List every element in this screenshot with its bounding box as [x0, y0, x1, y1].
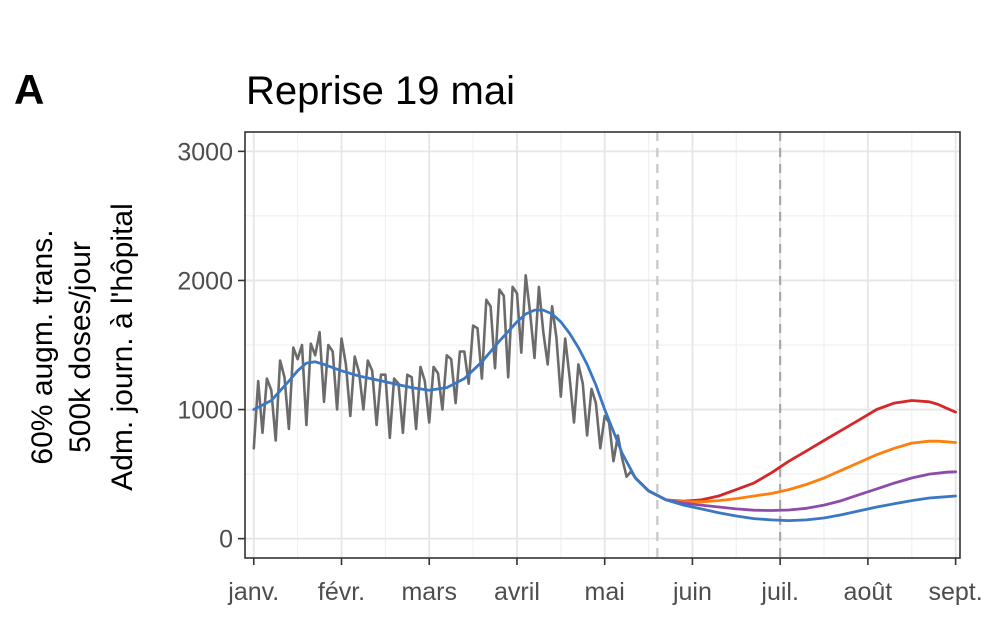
x-tick-label: mars	[401, 578, 457, 606]
series-line-4	[252, 308, 957, 522]
reference-lines	[656, 132, 782, 558]
x-tick-label: juil.	[760, 578, 799, 606]
plot-border	[244, 131, 961, 559]
series-line-0	[252, 274, 637, 480]
panel-letter: A	[14, 66, 44, 113]
x-axis-ticks: janv. févr. mars avril mai juin juil. août sept.	[227, 558, 983, 606]
x-tick-label: sept.	[929, 578, 983, 606]
x-tick-label: mai	[585, 578, 625, 606]
x-tick-label: janv.	[227, 578, 279, 606]
x-tick-label: févr.	[318, 578, 365, 606]
x-tick-label: juin	[672, 578, 712, 606]
y-axis-label: 60% augm. trans. 500k doses/jour Adm. jo…	[26, 203, 139, 491]
y-tick-label: 1000	[177, 397, 233, 425]
x-tick-label: avril	[494, 578, 540, 606]
y-tick-label: 0	[219, 526, 233, 554]
x-tick-label: août	[844, 578, 893, 606]
y-axis-label-line-3: Adm. journ. à l'hôpital	[106, 203, 139, 491]
series-line-2	[634, 439, 957, 504]
y-tick-label: 2000	[177, 267, 233, 295]
grid-minor	[245, 132, 960, 558]
y-axis-label-line-2: 500k doses/jour	[64, 241, 97, 453]
series-group	[252, 274, 957, 522]
y-axis-label-line-1: 60% augm. trans.	[26, 229, 59, 464]
series-line-3	[634, 470, 957, 512]
chart-title: Reprise 19 mai	[246, 69, 515, 113]
y-axis-ticks: 0 1000 2000 3000	[177, 138, 245, 554]
y-tick-label: 3000	[177, 138, 233, 166]
